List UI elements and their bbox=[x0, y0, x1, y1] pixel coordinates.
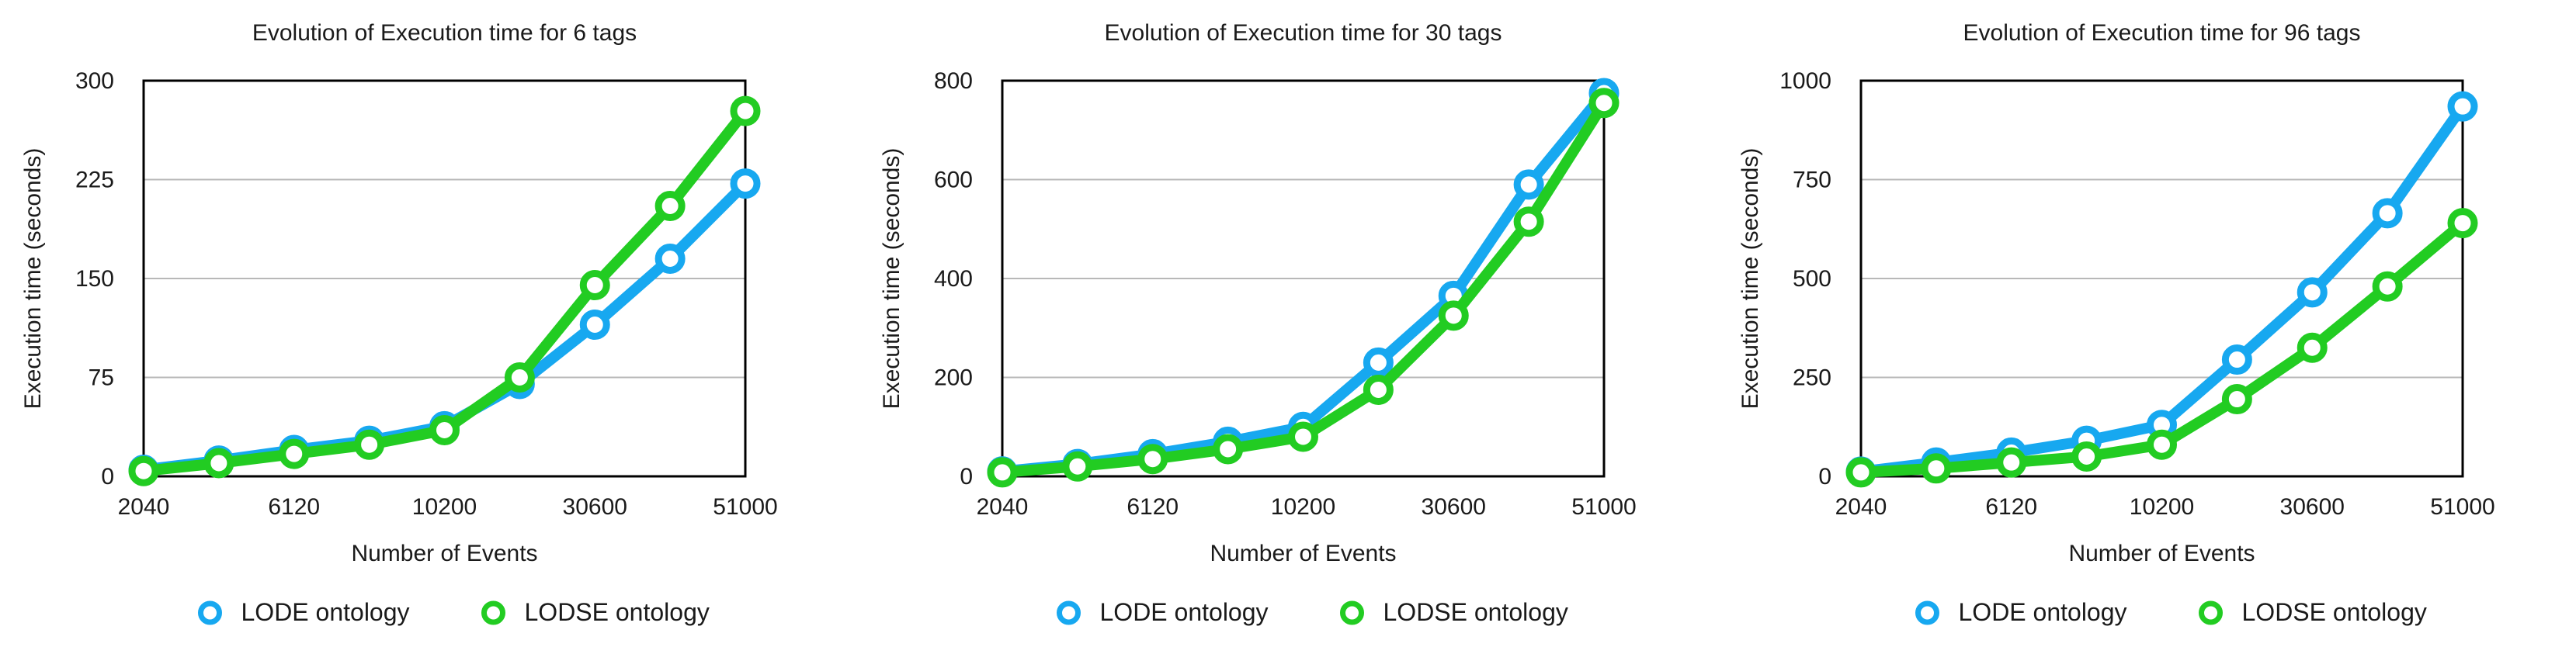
x-tick-label: 2040 bbox=[118, 494, 170, 520]
y-tick-label: 0 bbox=[1818, 464, 1831, 490]
data-point-lodse bbox=[1213, 434, 1244, 465]
data-point-lode bbox=[654, 244, 686, 274]
data-point-lodse bbox=[2071, 441, 2102, 472]
x-tick-label: 51000 bbox=[1571, 494, 1636, 520]
data-point-lode bbox=[2221, 344, 2252, 375]
x-tick-label: 10200 bbox=[412, 494, 477, 520]
x-tick-label: 30600 bbox=[2280, 494, 2345, 520]
data-point-lodse bbox=[1588, 88, 1620, 119]
data-point-lodse bbox=[1438, 300, 1469, 331]
y-tick-label: 1000 bbox=[1779, 68, 1831, 94]
x-tick-label: 6120 bbox=[1127, 494, 1179, 520]
data-point-lodse bbox=[1996, 447, 2027, 478]
x-tick-label: 30600 bbox=[563, 494, 627, 520]
chart-title: Evolution of Execution time for 30 tags bbox=[1105, 20, 1502, 46]
data-point-lodse bbox=[354, 429, 385, 460]
chart-96-tags: Evolution of Execution time for 96 tags 0… bbox=[1738, 20, 2495, 626]
data-point-lodse bbox=[2297, 332, 2328, 363]
chart-title: Evolution of Execution time for 6 tags bbox=[252, 20, 637, 46]
legend-label-lode: LODE ontology bbox=[241, 598, 410, 626]
data-point-lodse bbox=[429, 415, 460, 445]
chart-title: Evolution of Execution time for 96 tags bbox=[1963, 20, 2361, 46]
data-point-lodse bbox=[1845, 457, 1876, 488]
data-point-lodse bbox=[279, 438, 310, 469]
data-point-lodse bbox=[203, 448, 234, 479]
x-tick-label: 2040 bbox=[1835, 494, 1887, 520]
x-tick-label: 6120 bbox=[1985, 494, 2037, 520]
data-point-lodse bbox=[1288, 421, 1318, 452]
y-axis-label: Execution time (seconds) bbox=[20, 148, 46, 410]
data-point-lodse bbox=[730, 95, 761, 126]
data-point-lodse bbox=[1137, 444, 1168, 475]
data-point-lodse bbox=[128, 455, 159, 486]
plot-frame bbox=[1001, 79, 1606, 478]
y-tick-label: 150 bbox=[75, 266, 114, 292]
y-tick-label: 225 bbox=[75, 168, 114, 193]
y-tick-label: 800 bbox=[934, 68, 973, 94]
data-point-lodse bbox=[654, 191, 686, 221]
data-point-lodse bbox=[1921, 453, 1952, 484]
y-tick-label: 500 bbox=[1793, 266, 1831, 292]
x-axis-label: Number of Events bbox=[2068, 541, 2255, 566]
legend-label-lodse: LODSE ontology bbox=[1383, 598, 1568, 626]
data-point-lode bbox=[1363, 347, 1394, 378]
x-tick-label: 2040 bbox=[977, 494, 1029, 520]
legend-marker-lodse bbox=[2199, 600, 2223, 625]
data-point-lodse bbox=[987, 457, 1018, 488]
data-point-lodse bbox=[2221, 384, 2252, 415]
legend-label-lode: LODE ontology bbox=[1100, 598, 1269, 626]
plot-frame bbox=[142, 79, 747, 478]
x-tick-label: 51000 bbox=[2430, 494, 2494, 520]
x-tick-label: 10200 bbox=[1271, 494, 1335, 520]
y-axis-label: Execution time (seconds) bbox=[1738, 148, 1763, 410]
legend-marker-lode bbox=[1915, 600, 1939, 625]
data-point-lodse bbox=[1513, 206, 1544, 237]
x-tick-label: 6120 bbox=[268, 494, 320, 520]
data-point-lodse bbox=[2447, 208, 2478, 239]
legend-marker-lode bbox=[1057, 600, 1081, 625]
legend-marker-lode bbox=[198, 600, 222, 625]
legend-label-lode: LODE ontology bbox=[1959, 598, 2127, 626]
y-tick-label: 250 bbox=[1793, 365, 1831, 391]
x-tick-label: 30600 bbox=[1422, 494, 1486, 520]
y-tick-label: 0 bbox=[101, 464, 114, 490]
data-point-lode bbox=[730, 168, 761, 199]
chart-6-tags: Evolution of Execution time for 6 tags 0 7… bbox=[20, 20, 778, 626]
chart-30-tags: Evolution of Execution time for 30 tags 0… bbox=[879, 20, 1637, 626]
data-point-lodse bbox=[2147, 429, 2177, 460]
data-point-lode bbox=[2297, 277, 2328, 308]
x-axis-label: Number of Events bbox=[1210, 541, 1396, 566]
data-point-lode bbox=[2447, 91, 2478, 122]
y-tick-label: 200 bbox=[934, 365, 973, 391]
data-point-lode bbox=[2372, 198, 2403, 229]
legend-label-lodse: LODSE ontology bbox=[2242, 598, 2427, 626]
data-point-lodse bbox=[2372, 271, 2403, 302]
x-axis-label: Number of Events bbox=[351, 541, 537, 566]
x-tick-label: 51000 bbox=[713, 494, 777, 520]
y-tick-label: 300 bbox=[75, 68, 114, 94]
data-point-lodse bbox=[1363, 374, 1394, 405]
data-point-lode bbox=[1513, 169, 1544, 200]
x-tick-label: 10200 bbox=[2130, 494, 2194, 520]
plot-frame bbox=[1859, 79, 2464, 478]
y-tick-label: 0 bbox=[960, 464, 973, 490]
legend-marker-lodse bbox=[481, 600, 505, 625]
y-tick-label: 400 bbox=[934, 266, 973, 292]
data-point-lodse bbox=[504, 362, 535, 393]
y-axis-label: Execution time (seconds) bbox=[879, 148, 904, 410]
y-tick-label: 750 bbox=[1793, 168, 1831, 193]
y-tick-label: 75 bbox=[89, 365, 114, 391]
data-point-lodse bbox=[1062, 451, 1093, 482]
legend-marker-lodse bbox=[1340, 600, 1364, 625]
legend-label-lodse: LODSE ontology bbox=[525, 598, 710, 626]
data-point-lodse bbox=[579, 270, 610, 300]
data-point-lode bbox=[579, 310, 610, 340]
y-tick-label: 600 bbox=[934, 168, 973, 193]
